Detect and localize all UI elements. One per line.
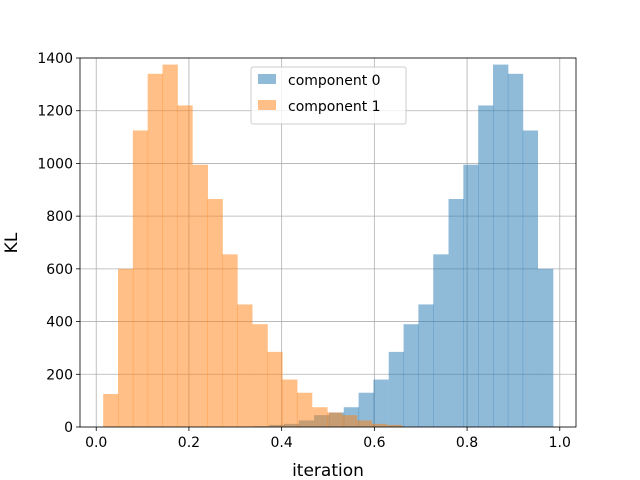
bar-series-1-bin-2	[132, 130, 149, 427]
bar-series-0-bin-12	[433, 254, 449, 427]
bar-series-1-bin-0	[103, 394, 119, 427]
bar-series-1-bin-16	[341, 415, 358, 427]
y-tick-label-6: 1200	[37, 104, 73, 120]
x-tick-label-5: 1.0	[549, 435, 571, 451]
legend-label-component-1: component 1	[288, 99, 381, 115]
x-tick-label-4: 0.8	[456, 435, 478, 451]
bar-series-0-bin-11	[418, 304, 434, 427]
bar-series-0-bin-17	[507, 73, 524, 428]
bar-series-1-bin-9	[237, 304, 253, 427]
legend-swatch-component-1	[258, 100, 276, 110]
bar-series-1-bin-8	[222, 254, 238, 427]
x-tick-label-1: 0.2	[178, 435, 200, 451]
y-tick-label-2: 400	[46, 315, 73, 331]
bar-series-1-bin-13	[296, 392, 313, 427]
bar-series-1-bin-7	[207, 199, 223, 427]
bar-series-0-bin-14	[463, 164, 479, 427]
bar-series-1-bin-10	[252, 324, 268, 427]
bar-series-0-bin-10	[403, 324, 419, 427]
y-tick-label-7: 1400	[37, 51, 73, 67]
x-tick-label-2: 0.4	[271, 435, 293, 451]
plot-frame	[79, 57, 577, 428]
axis-ticks: 0.0 0.2 0.4 0.6 0.8 1.0 0 200 400 600 800 1000 1200 1…	[37, 51, 571, 451]
legend: component 0 component 1	[250, 66, 407, 125]
bar-series-0-bin-7	[358, 392, 374, 427]
bar-series-0-bin-18	[522, 130, 539, 427]
legend-label-component-0: component 0	[288, 73, 381, 89]
bar-series-0-bin-15	[478, 105, 494, 427]
bar-series-1-bin-11	[267, 351, 283, 427]
bar-series-1-bin-19	[386, 424, 403, 427]
bar-series-1-bin-6	[192, 164, 208, 427]
y-axis-title: KL	[2, 232, 22, 253]
y-tick-label-1: 200	[46, 367, 73, 383]
bar-series-1-bin-1	[118, 268, 134, 427]
x-tick-label-3: 0.6	[363, 435, 385, 451]
y-tick-label-4: 800	[46, 209, 73, 225]
bar-series-1-bin-12	[282, 379, 298, 427]
bar-series-1-bin-14	[312, 407, 328, 427]
bar-series-0-bin-19	[537, 268, 554, 427]
bar-series-1-bin-5	[177, 105, 193, 427]
x-axis-title: iteration	[292, 461, 364, 480]
histogram-bars	[103, 64, 554, 428]
series-0-bars	[254, 64, 554, 428]
bar-series-1-bin-3	[147, 73, 164, 428]
bar-series-0-bin-8	[373, 379, 389, 427]
x-tick-label-0: 0.0	[85, 435, 107, 451]
bar-series-0-bin-9	[388, 351, 405, 427]
bar-series-1-bin-18	[371, 423, 387, 427]
legend-swatch-component-0	[258, 74, 276, 84]
y-tick-label-3: 600	[46, 262, 73, 278]
bar-series-0-bin-16	[493, 64, 509, 427]
y-tick-label-0: 0	[64, 420, 73, 436]
y-tick-label-5: 1000	[37, 156, 73, 172]
bar-series-0-bin-13	[448, 199, 464, 427]
bar-series-1-bin-15	[327, 412, 343, 427]
bar-series-1-bin-17	[356, 420, 373, 427]
series-1-bars	[103, 64, 403, 428]
bar-series-1-bin-4	[162, 64, 178, 427]
legend-box	[250, 66, 407, 125]
